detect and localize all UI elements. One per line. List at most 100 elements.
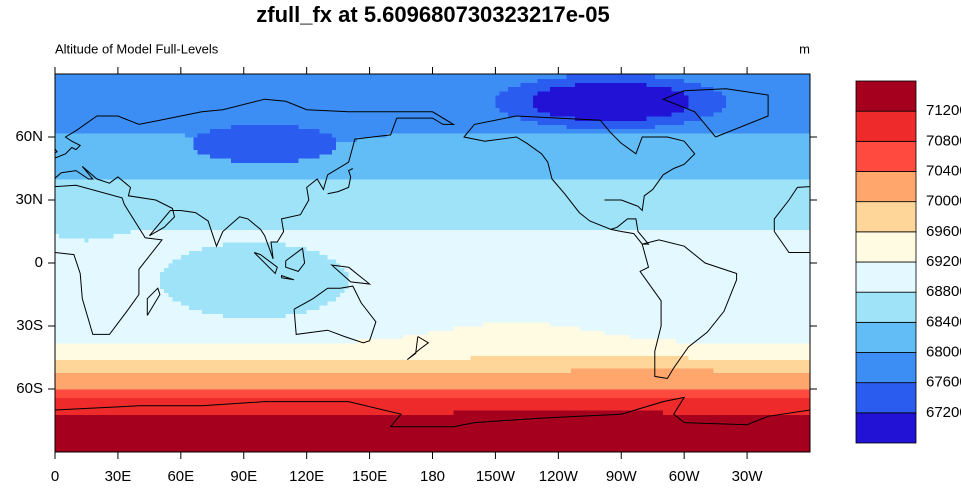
contour-cell — [528, 389, 534, 398]
contour-cell — [80, 372, 85, 390]
coastline — [547, 162, 650, 245]
contour-cell — [63, 397, 69, 415]
contour-cell — [495, 355, 501, 373]
contour-cell — [365, 359, 371, 373]
contour-cell — [352, 414, 358, 452]
contour-cell — [151, 342, 157, 361]
contour-cell — [738, 389, 744, 398]
contour-cell — [92, 359, 98, 373]
contour-cell — [315, 342, 320, 361]
contour-cell — [168, 414, 174, 452]
contour-cell — [705, 116, 710, 134]
contour-cell — [700, 74, 706, 88]
contour-cell — [180, 179, 186, 230]
contour-cell — [373, 74, 379, 138]
colorbar-box — [855, 291, 917, 323]
contour-cell — [71, 132, 77, 180]
contour-cell — [549, 372, 555, 390]
contour-cell — [398, 132, 404, 180]
contour-cell — [226, 74, 232, 130]
contour-cell — [59, 179, 64, 239]
contour-cell — [168, 372, 174, 390]
contour-cell — [239, 162, 245, 180]
contour-cell — [755, 74, 761, 134]
contour-cell — [403, 179, 408, 230]
contour-cell — [696, 414, 702, 452]
contour-cell — [277, 179, 283, 230]
contour-cell — [688, 74, 694, 83]
contour-cell — [428, 397, 434, 415]
contour-cell — [776, 132, 782, 180]
contour-cell — [327, 300, 333, 344]
contour-cell — [528, 355, 534, 373]
contour-cell — [210, 313, 215, 344]
contour-cell — [273, 162, 278, 180]
contour-cell — [424, 372, 429, 390]
contour-cell — [675, 229, 681, 344]
contour-cell — [625, 397, 631, 411]
contour-cell — [206, 389, 211, 398]
contour-cell — [130, 74, 136, 134]
contour-cell — [96, 359, 102, 373]
contour-cell — [185, 179, 190, 230]
contour-cell — [570, 128, 576, 134]
contour-cell — [88, 237, 94, 344]
contour-cell — [533, 74, 538, 83]
contour-cell — [755, 397, 761, 415]
colorbar-label: 70000 — [926, 193, 961, 210]
contour-cell — [751, 132, 757, 180]
contour-cell — [768, 397, 773, 415]
contour-cell — [499, 229, 505, 323]
contour-cell — [151, 132, 157, 180]
contour-cell — [189, 229, 195, 251]
contour-cell — [650, 355, 656, 369]
contour-cell — [755, 229, 761, 344]
contour-cell — [524, 179, 530, 230]
contour-cell — [570, 410, 576, 452]
contour-cell — [256, 342, 262, 361]
contour-cell — [537, 90, 543, 113]
contour-cell — [709, 368, 715, 390]
contour-cell — [621, 368, 627, 390]
contour-cell — [172, 389, 178, 398]
contour-cell — [340, 397, 346, 415]
contour-cell — [147, 132, 153, 180]
contour-cell — [231, 414, 236, 452]
contour-cell — [742, 342, 748, 361]
contour-cell — [562, 124, 568, 134]
contour-cell — [147, 74, 153, 134]
contour-cell — [105, 179, 111, 239]
contour-cell — [126, 342, 132, 361]
contour-cell — [679, 74, 685, 79]
contour-cell — [302, 342, 308, 361]
contour-cell — [709, 179, 715, 230]
contour-cell — [541, 74, 547, 79]
contour-cell — [600, 179, 606, 230]
contour-cell — [705, 342, 710, 361]
contour-cell — [709, 229, 715, 344]
contour-cell — [235, 162, 241, 180]
contour-cell — [285, 179, 291, 230]
contour-cell — [268, 317, 274, 344]
contour-cell — [734, 229, 740, 344]
contour-cell — [801, 74, 807, 134]
contour-cell — [373, 179, 379, 230]
contour-cell — [570, 229, 576, 327]
contour-cell — [663, 86, 668, 117]
contour-cell — [579, 132, 585, 180]
contour-cell — [403, 372, 408, 390]
contour-cell — [315, 309, 320, 344]
contour-cell — [520, 229, 526, 323]
contour-cell — [151, 179, 157, 230]
contour-cell — [63, 342, 69, 361]
contour-cell — [558, 326, 564, 356]
contour-cell — [80, 74, 85, 134]
contour-cell — [503, 355, 509, 373]
contour-cell — [214, 372, 220, 390]
contour-cell — [281, 414, 287, 452]
contour-cell — [101, 372, 106, 390]
contour-cell — [667, 229, 673, 340]
contour-cell — [587, 229, 593, 331]
contour-cell — [210, 74, 215, 130]
contour-cell — [524, 74, 530, 83]
